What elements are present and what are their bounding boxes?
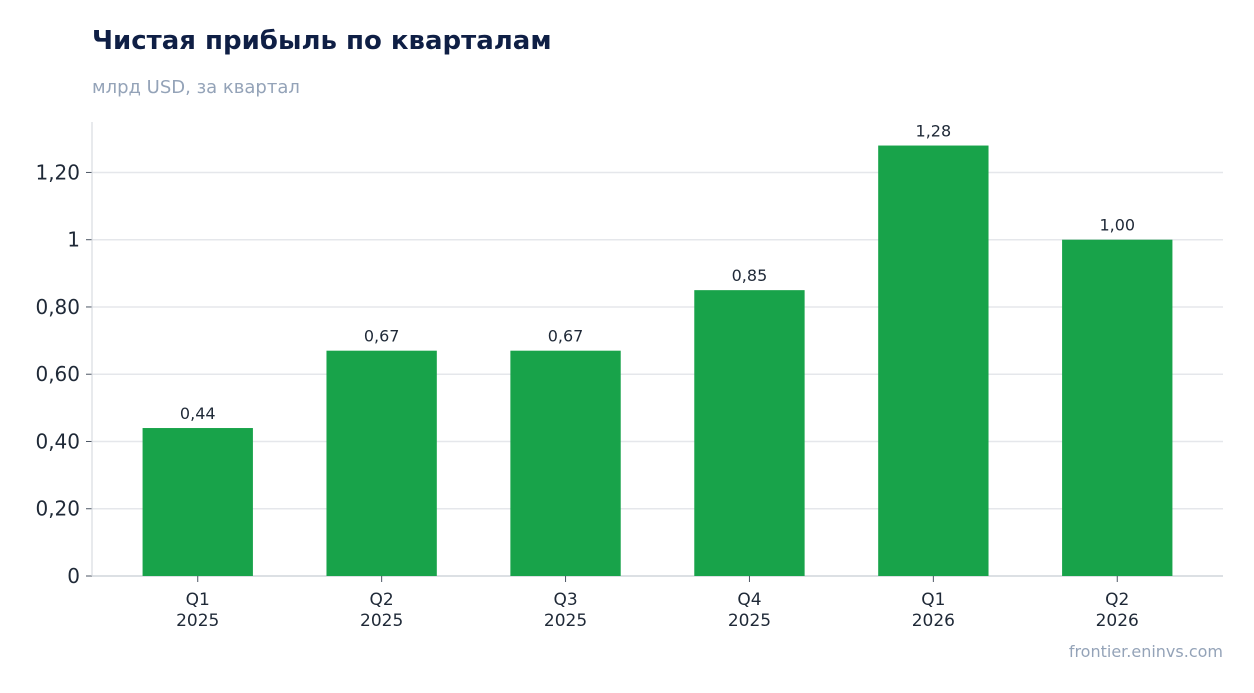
x-tick-label-year: 2025 xyxy=(728,611,771,631)
x-tick-label-quarter: Q2 xyxy=(1105,590,1129,610)
bar xyxy=(1062,239,1173,576)
bar xyxy=(326,350,437,576)
x-tick-label-quarter: Q1 xyxy=(921,590,945,610)
y-tick-label: 0,20 xyxy=(35,497,80,521)
bar xyxy=(142,428,253,576)
x-tick-label-year: 2025 xyxy=(176,611,219,631)
x-tick-label-quarter: Q4 xyxy=(737,590,761,610)
bar-value-label: 0,85 xyxy=(732,266,768,285)
chart-title: Чистая прибыль по кварталам xyxy=(92,26,552,56)
x-tick-label-quarter: Q2 xyxy=(370,590,394,610)
y-tick-label: 0,40 xyxy=(35,429,80,453)
y-tick-label: 1,20 xyxy=(35,160,80,184)
bar xyxy=(694,290,805,576)
x-tick-label-year: 2026 xyxy=(912,611,955,631)
bar-value-label: 1,28 xyxy=(916,122,952,141)
bar xyxy=(510,350,621,576)
chart-subtitle: млрд USD, за квартал xyxy=(92,77,300,98)
x-tick-label-quarter: Q3 xyxy=(553,590,577,610)
y-tick-label: 1 xyxy=(67,228,80,252)
bar-value-label: 0,67 xyxy=(364,327,400,346)
x-tick-label-year: 2025 xyxy=(360,611,403,631)
bar-value-label: 1,00 xyxy=(1099,216,1135,235)
x-tick-label-year: 2026 xyxy=(1096,611,1139,631)
y-tick-label: 0,60 xyxy=(35,362,80,386)
source-watermark: frontier.eninvs.com xyxy=(1068,642,1223,661)
x-tick-label-quarter: Q1 xyxy=(186,590,210,610)
bar xyxy=(878,145,989,576)
y-tick-label: 0 xyxy=(67,564,80,588)
y-tick-label: 0,80 xyxy=(35,295,80,319)
bar-value-label: 0,67 xyxy=(548,327,584,346)
x-tick-label-year: 2025 xyxy=(544,611,587,631)
bar-value-label: 0,44 xyxy=(180,404,216,423)
